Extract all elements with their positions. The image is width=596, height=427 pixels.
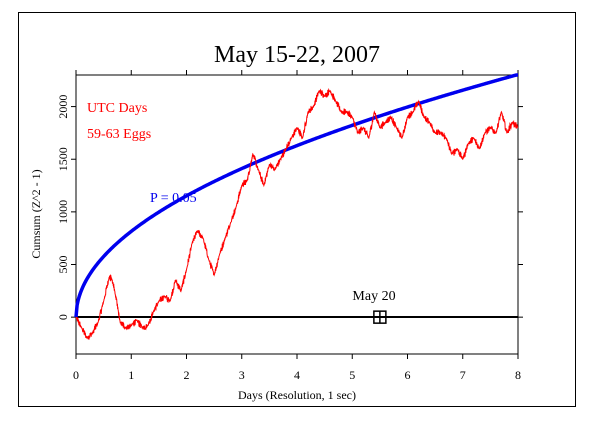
y-ticks: 0 500 1000 1500 2000 bbox=[56, 95, 523, 320]
p-value-curve bbox=[74, 73, 518, 318]
x-tick-label: 0 bbox=[73, 368, 79, 382]
y-tick-label: 2000 bbox=[56, 95, 70, 119]
eggs-label: 59-63 Eggs bbox=[87, 127, 151, 142]
utc-days-label: UTC Days bbox=[87, 101, 147, 116]
x-axis-label: Days (Resolution, 1 sec) bbox=[238, 388, 356, 402]
y-tick-label: 1000 bbox=[56, 200, 70, 224]
y-tick-label: 0 bbox=[56, 314, 70, 320]
x-tick-label: 5 bbox=[349, 368, 355, 382]
y-tick-label: 500 bbox=[56, 256, 70, 274]
x-ticks: 0 1 2 3 4 5 6 7 8 bbox=[73, 70, 521, 382]
x-tick-label: 2 bbox=[184, 368, 190, 382]
p-value-label: P = 0.05 bbox=[150, 191, 197, 206]
x-tick-label: 1 bbox=[128, 368, 134, 382]
marker-label: May 20 bbox=[352, 289, 395, 304]
y-axis-label: Cumsum (Z^2 - 1) bbox=[29, 169, 43, 258]
y-tick-label: 1500 bbox=[56, 147, 70, 171]
event-marker bbox=[373, 310, 387, 324]
x-tick-label: 7 bbox=[460, 368, 466, 382]
x-tick-label: 8 bbox=[515, 368, 521, 382]
plot-area bbox=[75, 74, 519, 355]
chart-frame bbox=[18, 12, 576, 407]
x-tick-label: 6 bbox=[405, 368, 411, 382]
cumsum-line bbox=[75, 87, 519, 340]
chart-title: May 15-22, 2007 bbox=[214, 42, 380, 68]
x-tick-label: 3 bbox=[239, 368, 245, 382]
x-tick-label: 4 bbox=[294, 368, 300, 382]
